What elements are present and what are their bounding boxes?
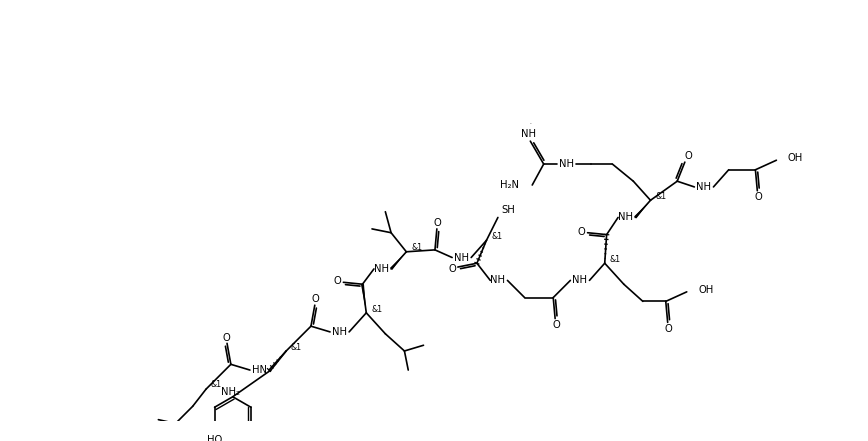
Text: HO: HO	[207, 435, 222, 441]
Text: O: O	[448, 264, 456, 274]
Text: O: O	[334, 277, 341, 286]
Text: NH₂: NH₂	[221, 387, 240, 397]
Text: &1: &1	[371, 305, 382, 314]
Text: HN: HN	[252, 365, 267, 375]
Text: NH: NH	[618, 213, 633, 222]
Polygon shape	[635, 200, 650, 218]
Text: NH: NH	[454, 253, 470, 262]
Text: NH: NH	[696, 182, 712, 192]
Polygon shape	[390, 252, 406, 270]
Text: NH: NH	[521, 128, 536, 138]
Text: O: O	[665, 324, 673, 334]
Text: OH: OH	[788, 153, 803, 163]
Text: H₂N: H₂N	[500, 180, 519, 190]
Text: NH: NH	[572, 275, 588, 285]
Text: &1: &1	[491, 232, 503, 241]
Text: O: O	[754, 192, 762, 202]
Text: &1: &1	[411, 243, 422, 253]
Text: NH: NH	[559, 159, 574, 169]
Text: SH: SH	[502, 205, 516, 215]
Text: NH: NH	[374, 264, 389, 274]
Polygon shape	[361, 284, 366, 313]
Text: &1: &1	[291, 343, 302, 351]
Text: O: O	[685, 151, 693, 161]
Text: O: O	[222, 333, 230, 343]
Text: O: O	[578, 227, 586, 237]
Text: O: O	[552, 320, 560, 330]
Text: iNH: iNH	[530, 123, 532, 124]
Text: &1: &1	[655, 192, 667, 201]
Text: O: O	[312, 295, 319, 304]
Text: NH: NH	[490, 275, 505, 285]
Text: NH: NH	[332, 327, 347, 337]
Text: &1: &1	[211, 380, 222, 389]
Text: O: O	[434, 218, 442, 228]
Text: OH: OH	[698, 285, 713, 295]
Text: &1: &1	[609, 255, 621, 264]
